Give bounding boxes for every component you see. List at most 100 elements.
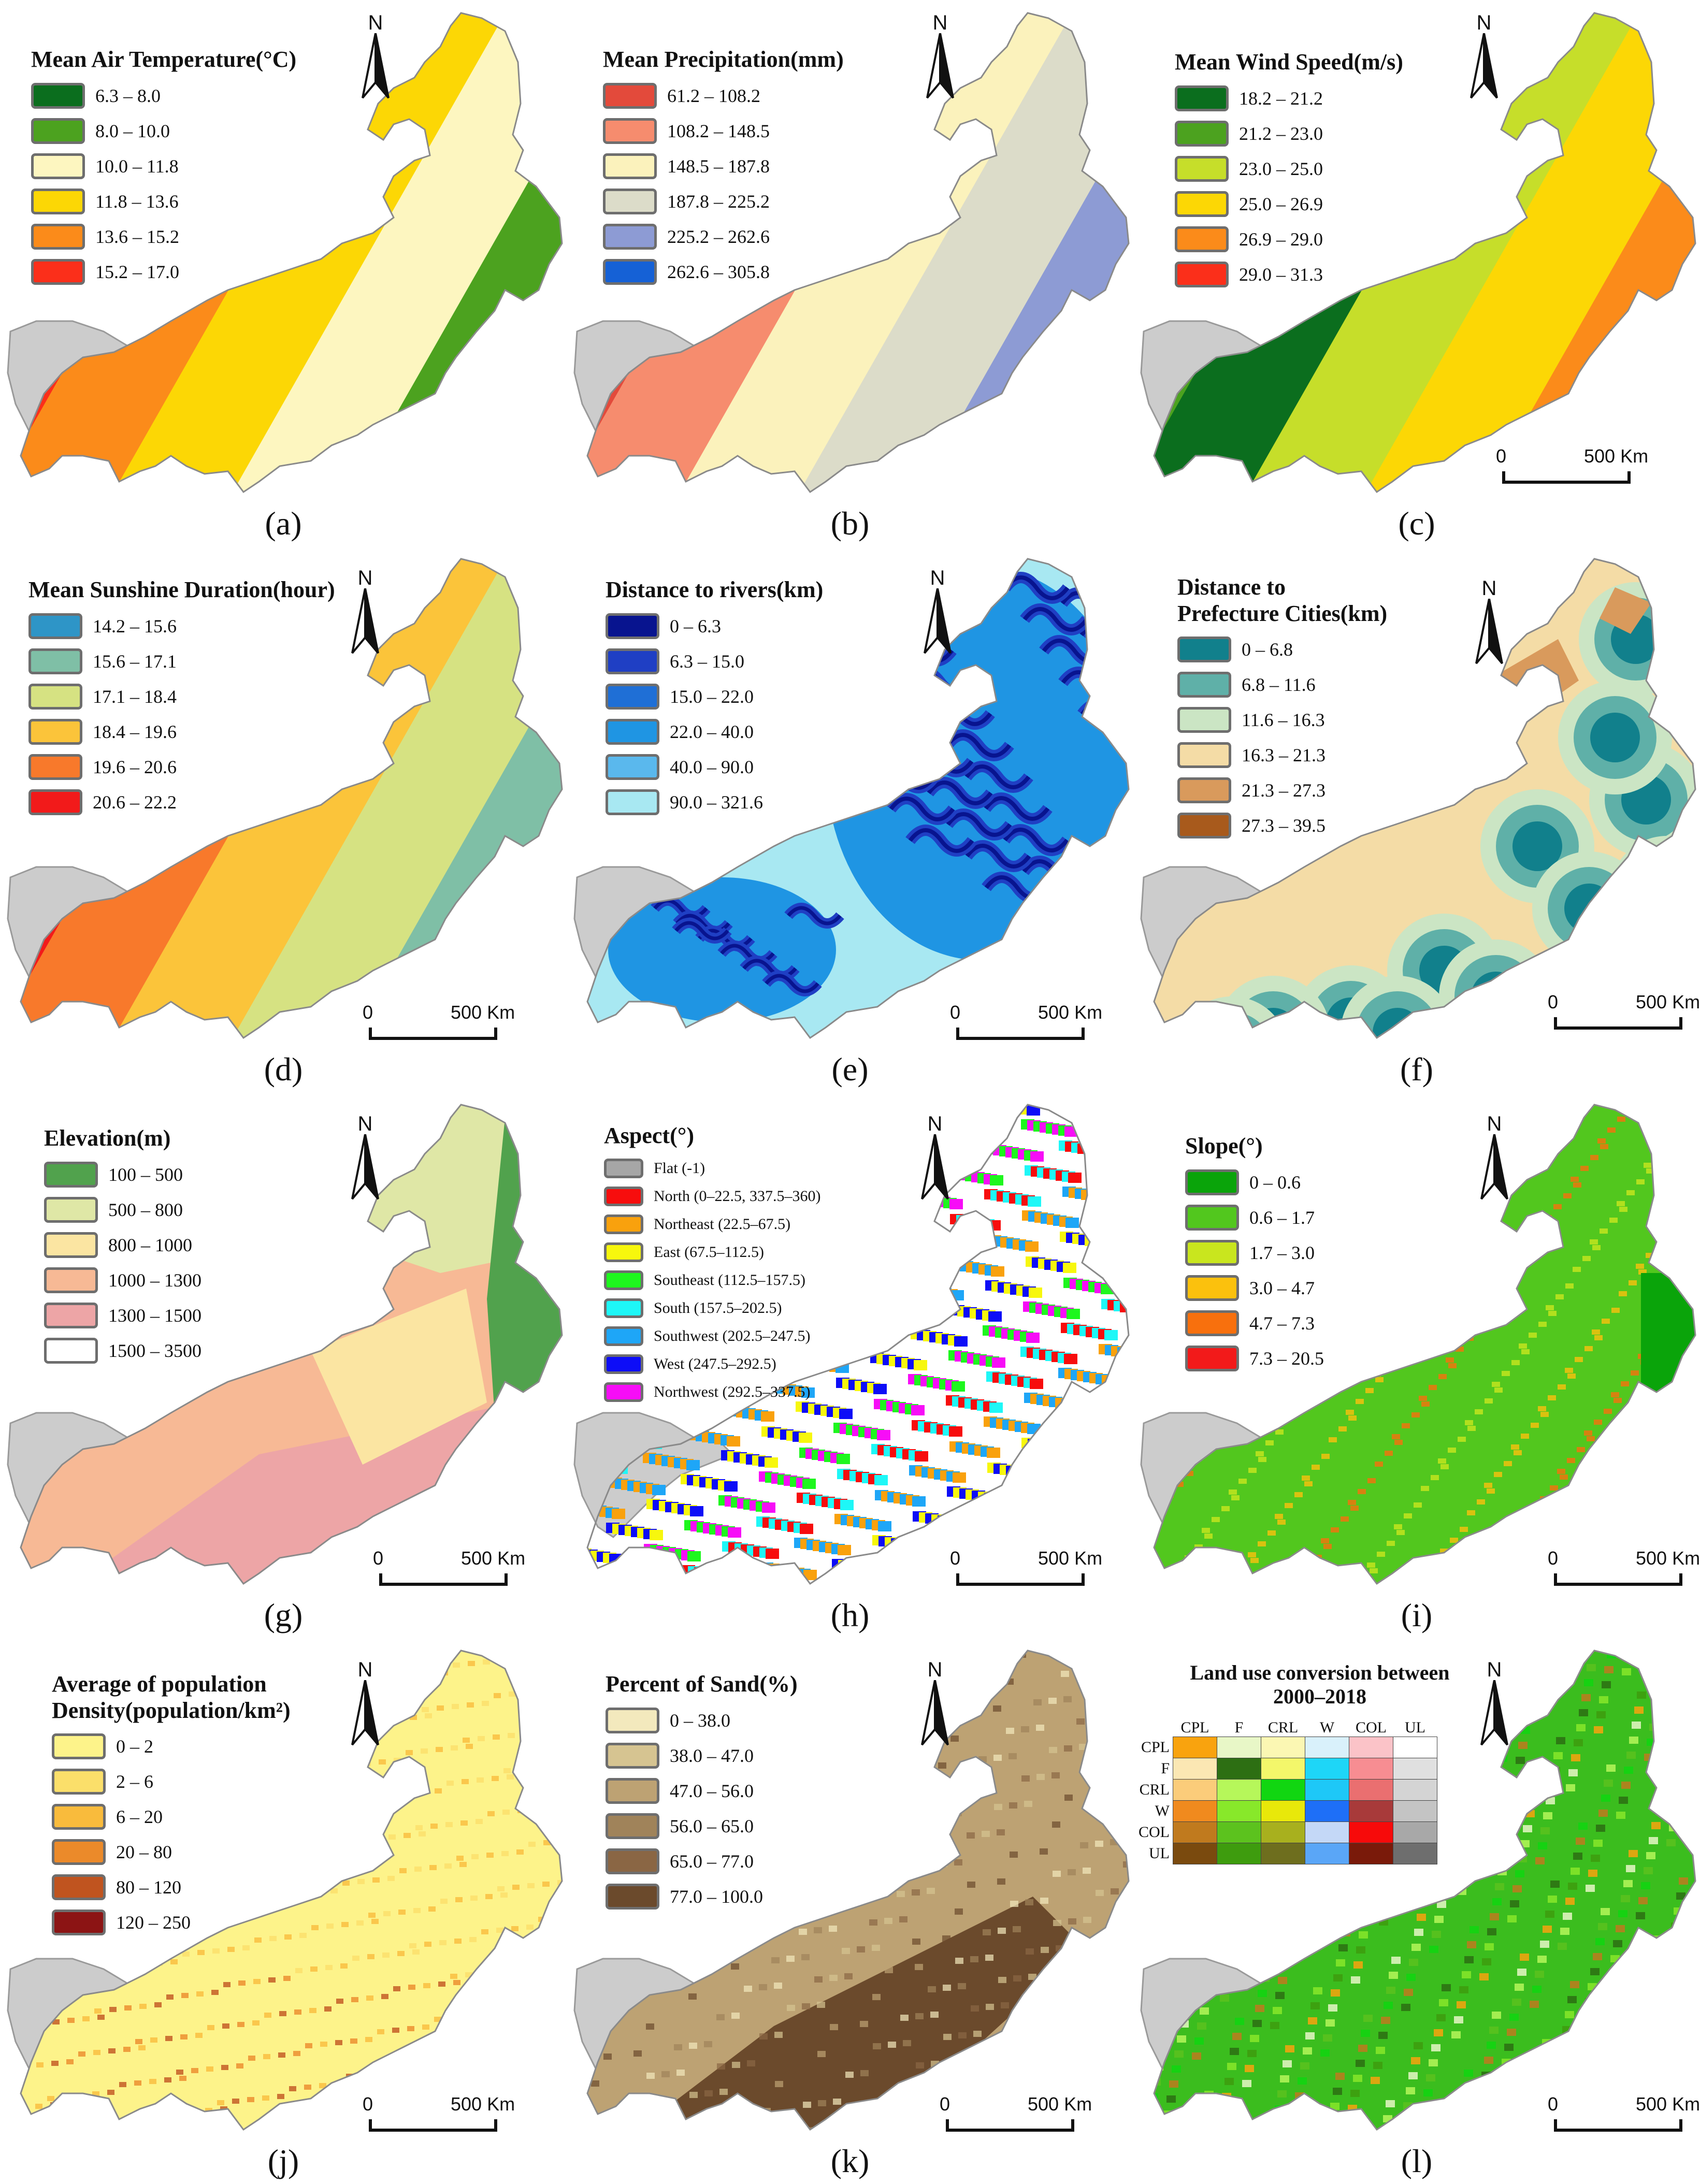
- legend-swatch: [1185, 1345, 1239, 1371]
- scale-bar-line: [956, 1028, 1085, 1040]
- legend-swatch: [604, 1186, 643, 1206]
- matrix-cell: [1393, 1843, 1437, 1864]
- scale-bar: 0 500 Km: [1496, 445, 1648, 487]
- legend-entry: West (247.5–292.5): [604, 1350, 820, 1378]
- legend-title: Mean Precipitation(mm): [603, 47, 844, 72]
- scale-label-zero: 0: [363, 1002, 373, 1023]
- region-outline: [586, 1104, 1130, 1585]
- legend-label: Northwest (292.5–337.5): [654, 1383, 811, 1400]
- panel-label: (d): [264, 1051, 303, 1088]
- matrix-row-header: F: [1161, 1760, 1170, 1777]
- legend-swatch: [52, 1874, 106, 1901]
- legend-label: 6.3 – 15.0: [670, 650, 744, 672]
- legend-swatch: [604, 1158, 643, 1178]
- legend-swatch: [603, 223, 657, 250]
- legend-label: 77.0 – 100.0: [670, 1886, 763, 1907]
- matrix-cell: [1305, 1821, 1349, 1843]
- legend-entry: South (157.5–202.5): [604, 1294, 820, 1322]
- panel-label: (l): [1401, 2143, 1433, 2179]
- map-panel-j: Average of population Density(population/…: [0, 1638, 567, 2183]
- legend-swatch: [1177, 742, 1231, 769]
- scale-bar-line: [1554, 1017, 1682, 1030]
- legend-entry: 40.0 – 90.0: [606, 749, 823, 785]
- legend-label: 16.3 – 21.3: [1242, 745, 1326, 766]
- matrix-cell: [1393, 1758, 1437, 1780]
- legend-label: 6.3 – 8.0: [95, 85, 161, 106]
- matrix-column-header: CRL: [1267, 1719, 1299, 1736]
- legend-entry: 1300 – 1500: [44, 1298, 201, 1333]
- legend-swatch: [28, 754, 82, 780]
- region-outline: [1153, 1650, 1696, 2131]
- map-panel-h: Aspect(°) Flat (-1) North (0–22.5, 337.5–3…: [567, 1092, 1133, 1638]
- legend-swatch: [52, 1733, 106, 1760]
- legend-label: 65.0 – 77.0: [670, 1850, 754, 1872]
- legend-swatch: [606, 648, 659, 674]
- legend-entry: 225.2 – 262.6: [603, 219, 844, 254]
- legend-swatch: [31, 223, 85, 250]
- matrix-cell: [1217, 1800, 1261, 1822]
- north-label: N: [357, 1658, 373, 1681]
- scale-bar-line: [369, 1028, 497, 1040]
- legend-label: 27.3 – 39.5: [1242, 815, 1326, 836]
- region-outline: [586, 1650, 1130, 2131]
- scale-label-zero: 0: [1548, 991, 1559, 1013]
- map-l: [1140, 1650, 1696, 2131]
- legend-entry: 20 – 80: [52, 1834, 291, 1870]
- map-c: [1140, 12, 1696, 494]
- legend-swatch: [606, 1777, 659, 1804]
- matrix-cell: [1349, 1737, 1393, 1758]
- legend-label: 108.2 – 148.5: [667, 120, 770, 141]
- legend-entry: 6.8 – 11.6: [1177, 667, 1387, 702]
- north-label: N: [368, 11, 383, 34]
- legend-label: 0 – 6.8: [1242, 639, 1293, 660]
- legend-entry: 120 – 250: [52, 1905, 291, 1940]
- panel-label: (g): [264, 1597, 303, 1633]
- legend-swatch: [603, 188, 657, 214]
- legend-label: 2 – 6: [116, 1771, 153, 1792]
- north-arrow-icon: N: [352, 11, 399, 99]
- matrix-cell: [1261, 1737, 1305, 1758]
- matrix-cell: [1173, 1779, 1217, 1801]
- matrix-cell: [1349, 1843, 1393, 1864]
- legend-label: 38.0 – 47.0: [670, 1745, 754, 1766]
- matrix-row-header: CRL: [1139, 1781, 1170, 1798]
- legend-label: 17.1 – 18.4: [93, 686, 177, 707]
- legend-swatch: [44, 1196, 98, 1223]
- panel-label: (f): [1400, 1051, 1433, 1088]
- region-outline: [20, 12, 563, 494]
- scale-label-end: 500 Km: [1636, 1547, 1700, 1569]
- scale-bar-line: [1554, 1573, 1682, 1586]
- legend-label: 120 – 250: [116, 1912, 191, 1933]
- legend-swatch: [603, 118, 657, 144]
- matrix-cell: [1349, 1821, 1393, 1843]
- region-outline: [20, 1650, 563, 2131]
- legend-title: Mean Air Temperature(°C): [31, 47, 297, 72]
- legend-swatch: [31, 82, 85, 109]
- legend-swatch: [1175, 191, 1229, 217]
- north-label: N: [927, 1658, 943, 1681]
- scale-label-zero: 0: [940, 2093, 950, 2115]
- legend-swatch: [1175, 155, 1229, 182]
- legend-swatch: [52, 1804, 106, 1830]
- legend-entry: Northeast (22.5–67.5): [604, 1210, 820, 1238]
- legend-swatch: [604, 1354, 643, 1374]
- legend-f: Distance to Prefecture Cities(km) 0 – 6.8 6…: [1177, 574, 1387, 843]
- legend-label: 148.5 – 187.8: [667, 155, 770, 177]
- map-panel-c: Mean Wind Speed(m/s) 18.2 – 21.2 21.2 – 23…: [1133, 0, 1700, 546]
- legend-title: Land use conversion between: [1190, 1661, 1450, 1684]
- legend-swatch: [52, 1910, 106, 1936]
- legend-entry: 21.3 – 27.3: [1177, 773, 1387, 808]
- legend-swatch: [603, 82, 657, 109]
- legend-entry: 19.6 – 20.6: [28, 749, 335, 785]
- matrix-cell: [1261, 1758, 1305, 1780]
- north-arrow-icon: N: [1466, 577, 1512, 665]
- north-arrow-icon: N: [342, 1658, 388, 1746]
- scale-label-end: 500 Km: [1584, 445, 1649, 467]
- legend-swatch: [604, 1326, 643, 1346]
- matrix-cell: [1261, 1843, 1305, 1864]
- matrix-row-header: CPL: [1141, 1739, 1170, 1756]
- scale-label-end: 500 Km: [1636, 991, 1700, 1013]
- legend-entry: Southwest (202.5–247.5): [604, 1322, 820, 1350]
- north-label: N: [357, 1112, 373, 1135]
- legend-swatch: [1175, 85, 1229, 111]
